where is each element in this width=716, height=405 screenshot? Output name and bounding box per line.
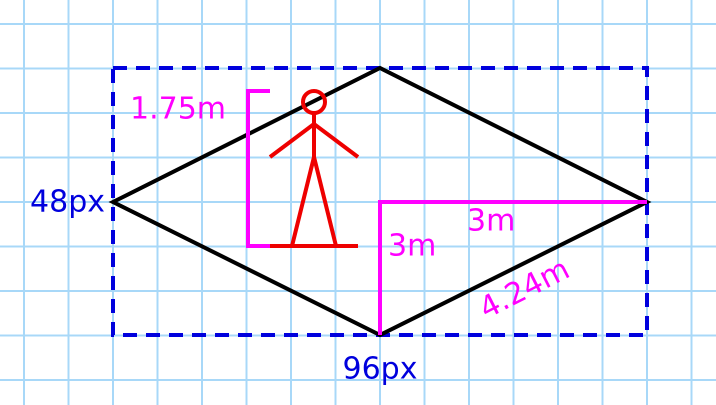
label: 48px — [30, 185, 105, 220]
label: 1.75m — [130, 92, 226, 127]
figure-legs — [290, 156, 338, 247]
figure-arms — [268, 121, 360, 159]
label: 3m — [388, 229, 436, 264]
measure-lines — [378, 200, 647, 335]
height-bracket — [246, 89, 270, 248]
label: 96px — [343, 352, 418, 387]
stick-figure — [268, 89, 360, 248]
label: 3m — [467, 204, 515, 239]
